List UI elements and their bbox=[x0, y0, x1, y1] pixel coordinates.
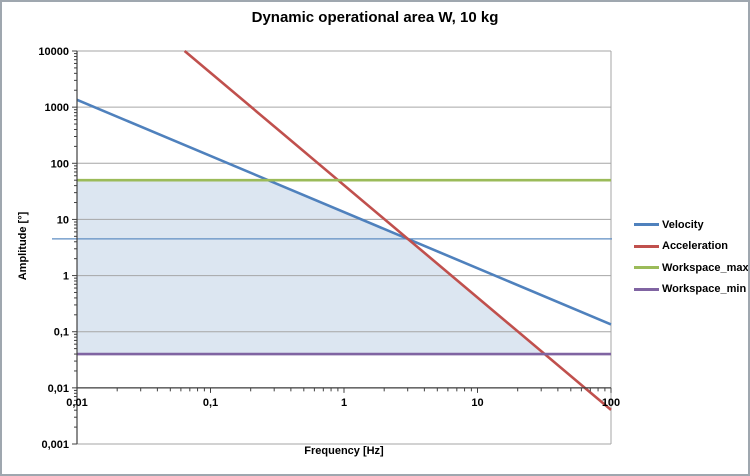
legend-swatch bbox=[634, 266, 659, 270]
legend-item: Workspace_max bbox=[634, 257, 749, 279]
x-tick-label: 100 bbox=[602, 397, 620, 409]
series-velocity-line bbox=[76, 98, 612, 326]
legend-item-label: Velocity bbox=[662, 218, 704, 231]
x-tick-label: 0,01 bbox=[66, 397, 87, 409]
y-tick-label: 0,01 bbox=[48, 383, 69, 395]
chart-title: Dynamic operational area W, 10 kg bbox=[251, 9, 499, 26]
y-tick-label: 0,1 bbox=[54, 327, 69, 339]
legend-item-label: Acceleration bbox=[662, 240, 729, 253]
legend-item: Velocity bbox=[634, 214, 748, 236]
x-tick-label: 0,1 bbox=[203, 397, 218, 409]
y-tick-label: 1 bbox=[63, 271, 69, 283]
y-axis-title: Amplitude [°] bbox=[17, 211, 29, 281]
legend: Velocity Acceleration Workspace_max Workspa… bbox=[634, 214, 749, 301]
legend-swatch bbox=[634, 287, 659, 291]
legend-item-label: Workspace_max bbox=[662, 261, 749, 274]
legend-item-label: Workspace_min bbox=[662, 283, 747, 296]
y-tick-label: 100 bbox=[51, 158, 69, 170]
legend-swatch bbox=[634, 244, 659, 248]
x-axis-title: Frequency [Hz] bbox=[304, 445, 384, 457]
x-tick-label: 1 bbox=[341, 397, 347, 409]
series-acceleration-line bbox=[183, 50, 612, 411]
legend-item: Acceleration bbox=[634, 236, 748, 258]
y-tick-label: 10 bbox=[57, 214, 69, 226]
legend-swatch bbox=[634, 223, 659, 227]
y-tick-label: 1000 bbox=[45, 102, 69, 114]
y-tick-label: 0,001 bbox=[41, 439, 69, 451]
legend-item: Workspace_min bbox=[634, 279, 748, 301]
x-tick-label: 10 bbox=[471, 397, 483, 409]
y-tick-label: 10000 bbox=[38, 46, 69, 58]
